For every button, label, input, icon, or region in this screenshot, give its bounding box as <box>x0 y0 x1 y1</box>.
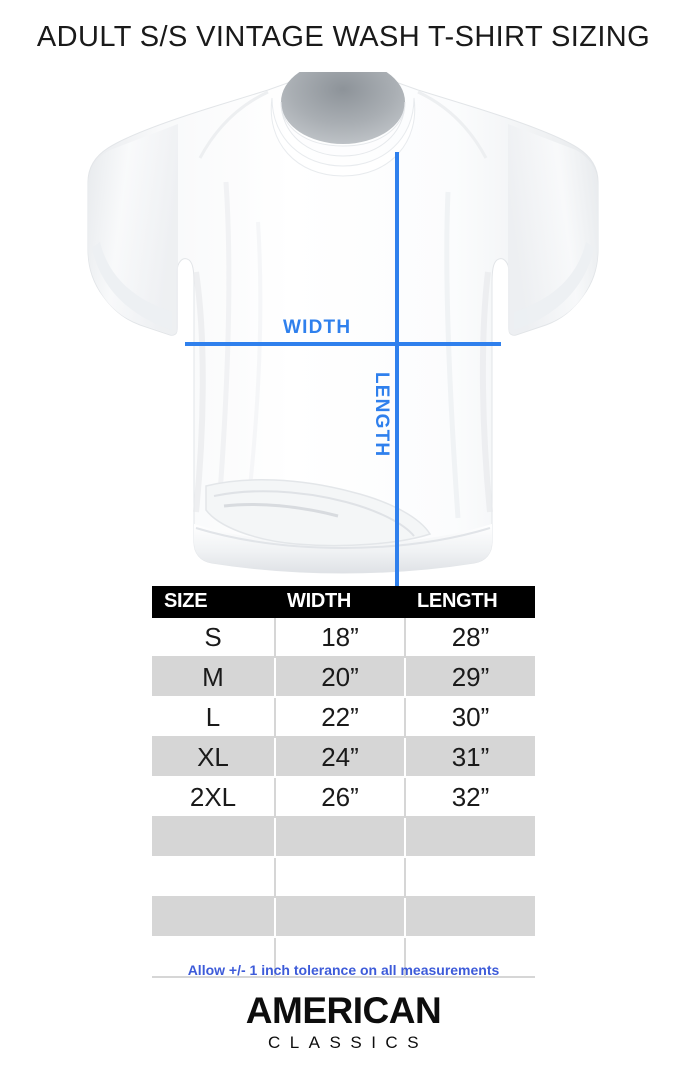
page-title: ADULT S/S VINTAGE WASH T-SHIRT SIZING <box>36 21 651 53</box>
table-row: S 18” 28” <box>152 618 535 658</box>
table-row-empty <box>152 817 535 858</box>
column-header-length: LENGTH <box>405 586 535 618</box>
cell-length: 31” <box>405 737 535 778</box>
table-row-empty <box>152 937 535 978</box>
cell-width <box>275 817 406 858</box>
length-guide-label: LENGTH <box>371 372 392 458</box>
cell-size <box>152 937 276 978</box>
cell-length <box>405 897 535 938</box>
cell-length: 32” <box>405 777 535 818</box>
cell-width <box>275 897 406 938</box>
cell-width: 18” <box>275 618 406 658</box>
length-guide-line <box>395 152 399 639</box>
table-row: XL 24” 31” <box>152 737 535 778</box>
cell-size: S <box>152 618 276 658</box>
table-row-empty <box>152 897 535 938</box>
size-chart-table: SIZE WIDTH LENGTH S 18” 28” M 20” 29” L … <box>152 586 535 978</box>
cell-length <box>405 817 535 858</box>
table-row: M 20” 29” <box>152 657 535 698</box>
table-row: L 22” 30” <box>152 697 535 738</box>
cell-width: 24” <box>275 737 406 778</box>
width-guide-label: WIDTH <box>283 317 352 338</box>
cell-size <box>152 817 276 858</box>
cell-size <box>152 897 276 938</box>
cell-length <box>405 857 535 898</box>
table-row-empty <box>152 857 535 898</box>
brand-name-primary: AMERICAN <box>245 990 442 1031</box>
cell-width: 22” <box>275 697 406 738</box>
cell-size: 2XL <box>152 777 276 818</box>
column-header-width: WIDTH <box>275 586 405 618</box>
cell-length: 30” <box>405 697 535 738</box>
tshirt-illustration: WIDTH LENGTH <box>0 72 687 639</box>
cell-width <box>275 937 406 978</box>
cell-length: 29” <box>405 657 535 698</box>
brand-logo: AMERICAN CLASSICS <box>0 992 687 1053</box>
brand-name-secondary: CLASSICS <box>267 1032 429 1052</box>
table-row: 2XL 26” 32” <box>152 777 535 818</box>
cell-width: 26” <box>275 777 406 818</box>
tolerance-note: Allow +/- 1 inch tolerance on all measur… <box>187 962 500 978</box>
cell-length <box>405 937 535 978</box>
table-header-row: SIZE WIDTH LENGTH <box>152 586 535 618</box>
cell-length: 28” <box>405 618 535 658</box>
cell-size <box>152 857 276 898</box>
cell-size: M <box>152 657 276 698</box>
cell-width: 20” <box>275 657 406 698</box>
cell-size: L <box>152 697 276 738</box>
cell-size: XL <box>152 737 276 778</box>
width-guide-line <box>185 342 501 346</box>
column-header-size: SIZE <box>152 586 275 618</box>
cell-width <box>275 857 406 898</box>
